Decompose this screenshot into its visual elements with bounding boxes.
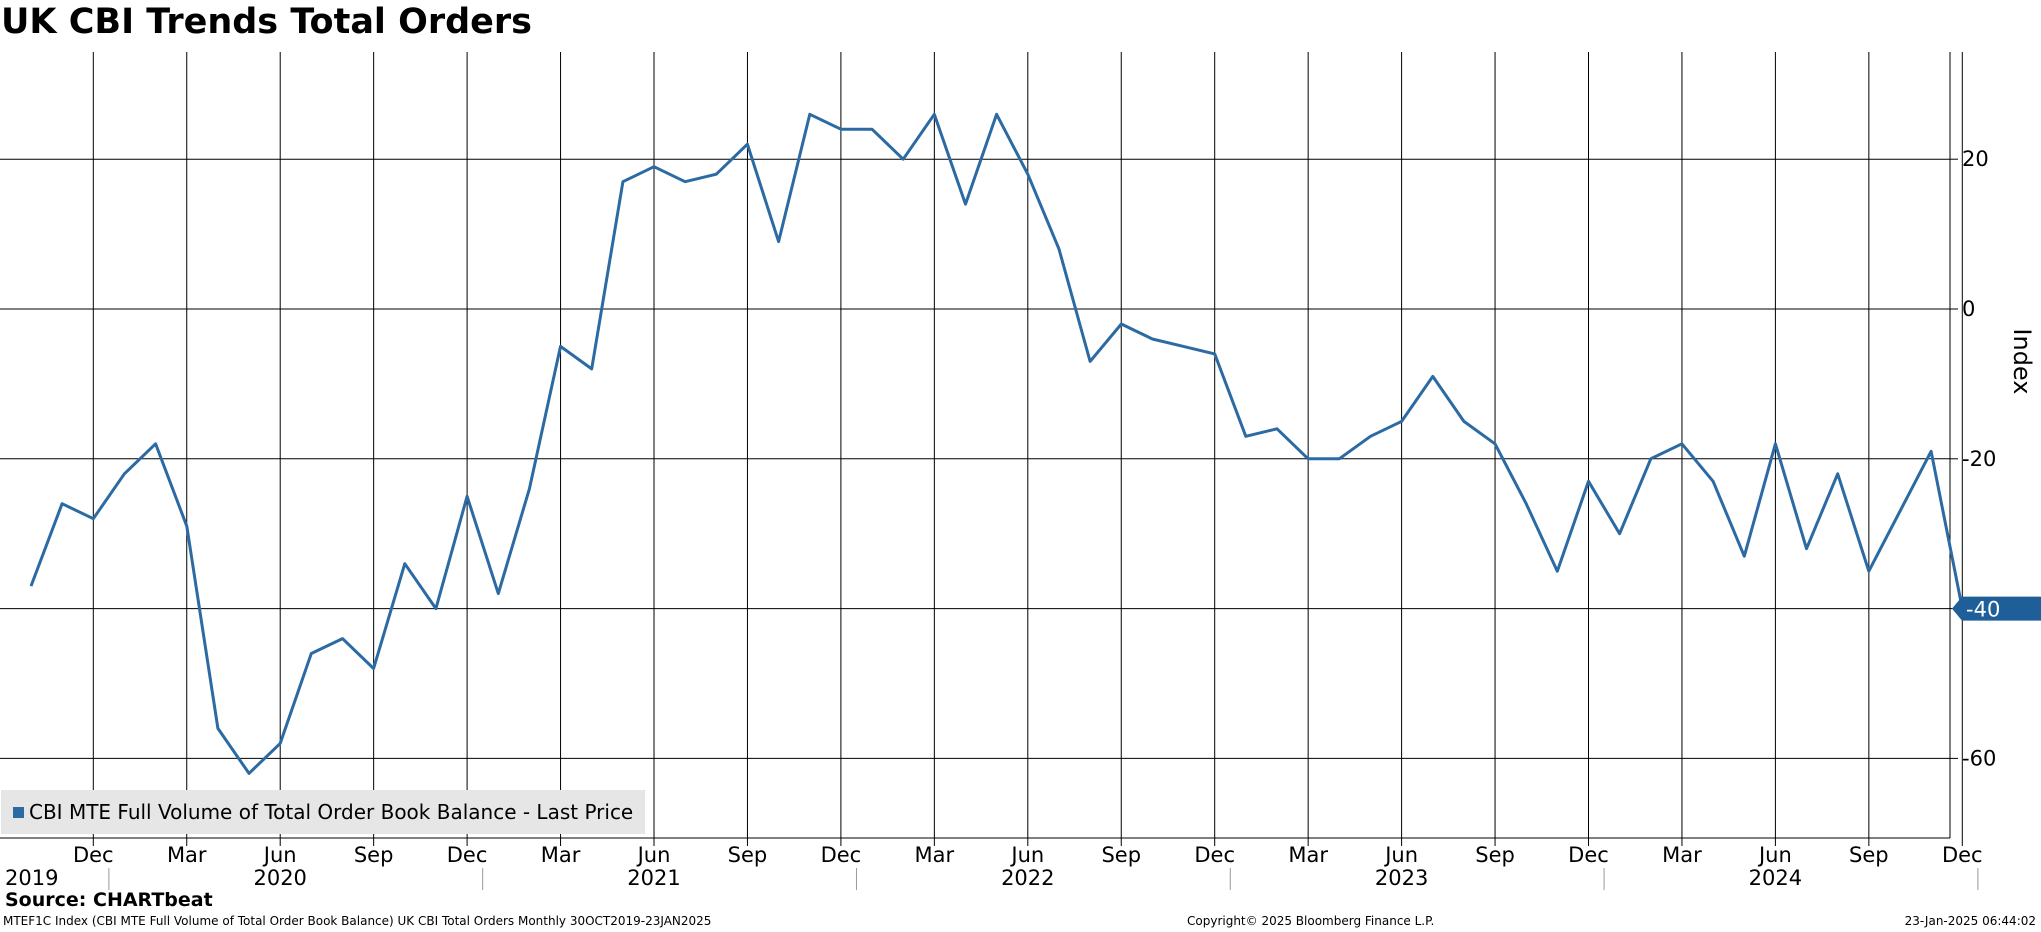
y-tick-label: 0 (1962, 297, 1975, 321)
x-tick-label: Jun (1009, 843, 1044, 867)
x-year-label: 2019 (5, 866, 58, 890)
x-tick-label: Dec (1942, 843, 1983, 867)
x-tick-label: Jun (262, 843, 297, 867)
x-tick-label: Mar (1288, 843, 1328, 867)
x-tick-label: Dec (1568, 843, 1609, 867)
grid (0, 52, 1963, 839)
last-value-text: -40 (1966, 598, 2000, 622)
x-tick-label: Mar (1662, 843, 1702, 867)
y-tick-label: -20 (1962, 447, 1996, 471)
legend-swatch (13, 806, 24, 818)
source-note: Source: CHARTbeat (5, 889, 213, 911)
x-tick-label: Jun (636, 843, 671, 867)
last-value-badge (1952, 596, 2041, 621)
x-year-label: 2022 (1001, 866, 1054, 890)
footer-timestamp: 23-Jan-2025 06:44:02 (1904, 914, 2036, 928)
x-tick-label: Sep (1101, 843, 1141, 867)
footer-copyright: Copyright© 2025 Bloomberg Finance L.P. (1187, 914, 1435, 928)
last-value-label: -40 (1952, 596, 2041, 622)
x-tick-label: Mar (541, 843, 581, 867)
y-axis: 200-20-40-60 (1950, 147, 1996, 770)
x-tick-label: Dec (821, 843, 862, 867)
x-tick-label: Sep (728, 843, 768, 867)
y-tick-label: 20 (1962, 147, 1989, 171)
x-tick-label: Dec (73, 843, 114, 867)
x-tick-label: Sep (1849, 843, 1889, 867)
x-tick-label: Dec (1194, 843, 1235, 867)
legend-label: CBI MTE Full Volume of Total Order Book … (29, 800, 634, 824)
x-year-label: 2023 (1375, 866, 1428, 890)
series-line (29, 112, 1964, 775)
x-tick-label: Mar (915, 843, 955, 867)
x-tick-label: Dec (447, 843, 488, 867)
x-year-label: 2021 (627, 866, 680, 890)
footer-description: MTEF1C Index (CBI MTE Full Volume of Tot… (3, 914, 712, 928)
x-tick-label: Jun (1383, 843, 1418, 867)
legend: CBI MTE Full Volume of Total Order Book … (1, 790, 646, 834)
x-year-label: 2024 (1749, 866, 1802, 890)
x-tick-label: Sep (1475, 843, 1515, 867)
y-axis-label: Index (2008, 328, 2036, 394)
x-tick-label: Sep (354, 843, 394, 867)
x-tick-label: Mar (167, 843, 207, 867)
chart-title: UK CBI Trends Total Orders (1, 2, 533, 42)
y-tick-label: -60 (1962, 746, 1996, 770)
x-tick-label: Jun (1757, 843, 1792, 867)
x-year-label: 2020 (253, 866, 306, 890)
